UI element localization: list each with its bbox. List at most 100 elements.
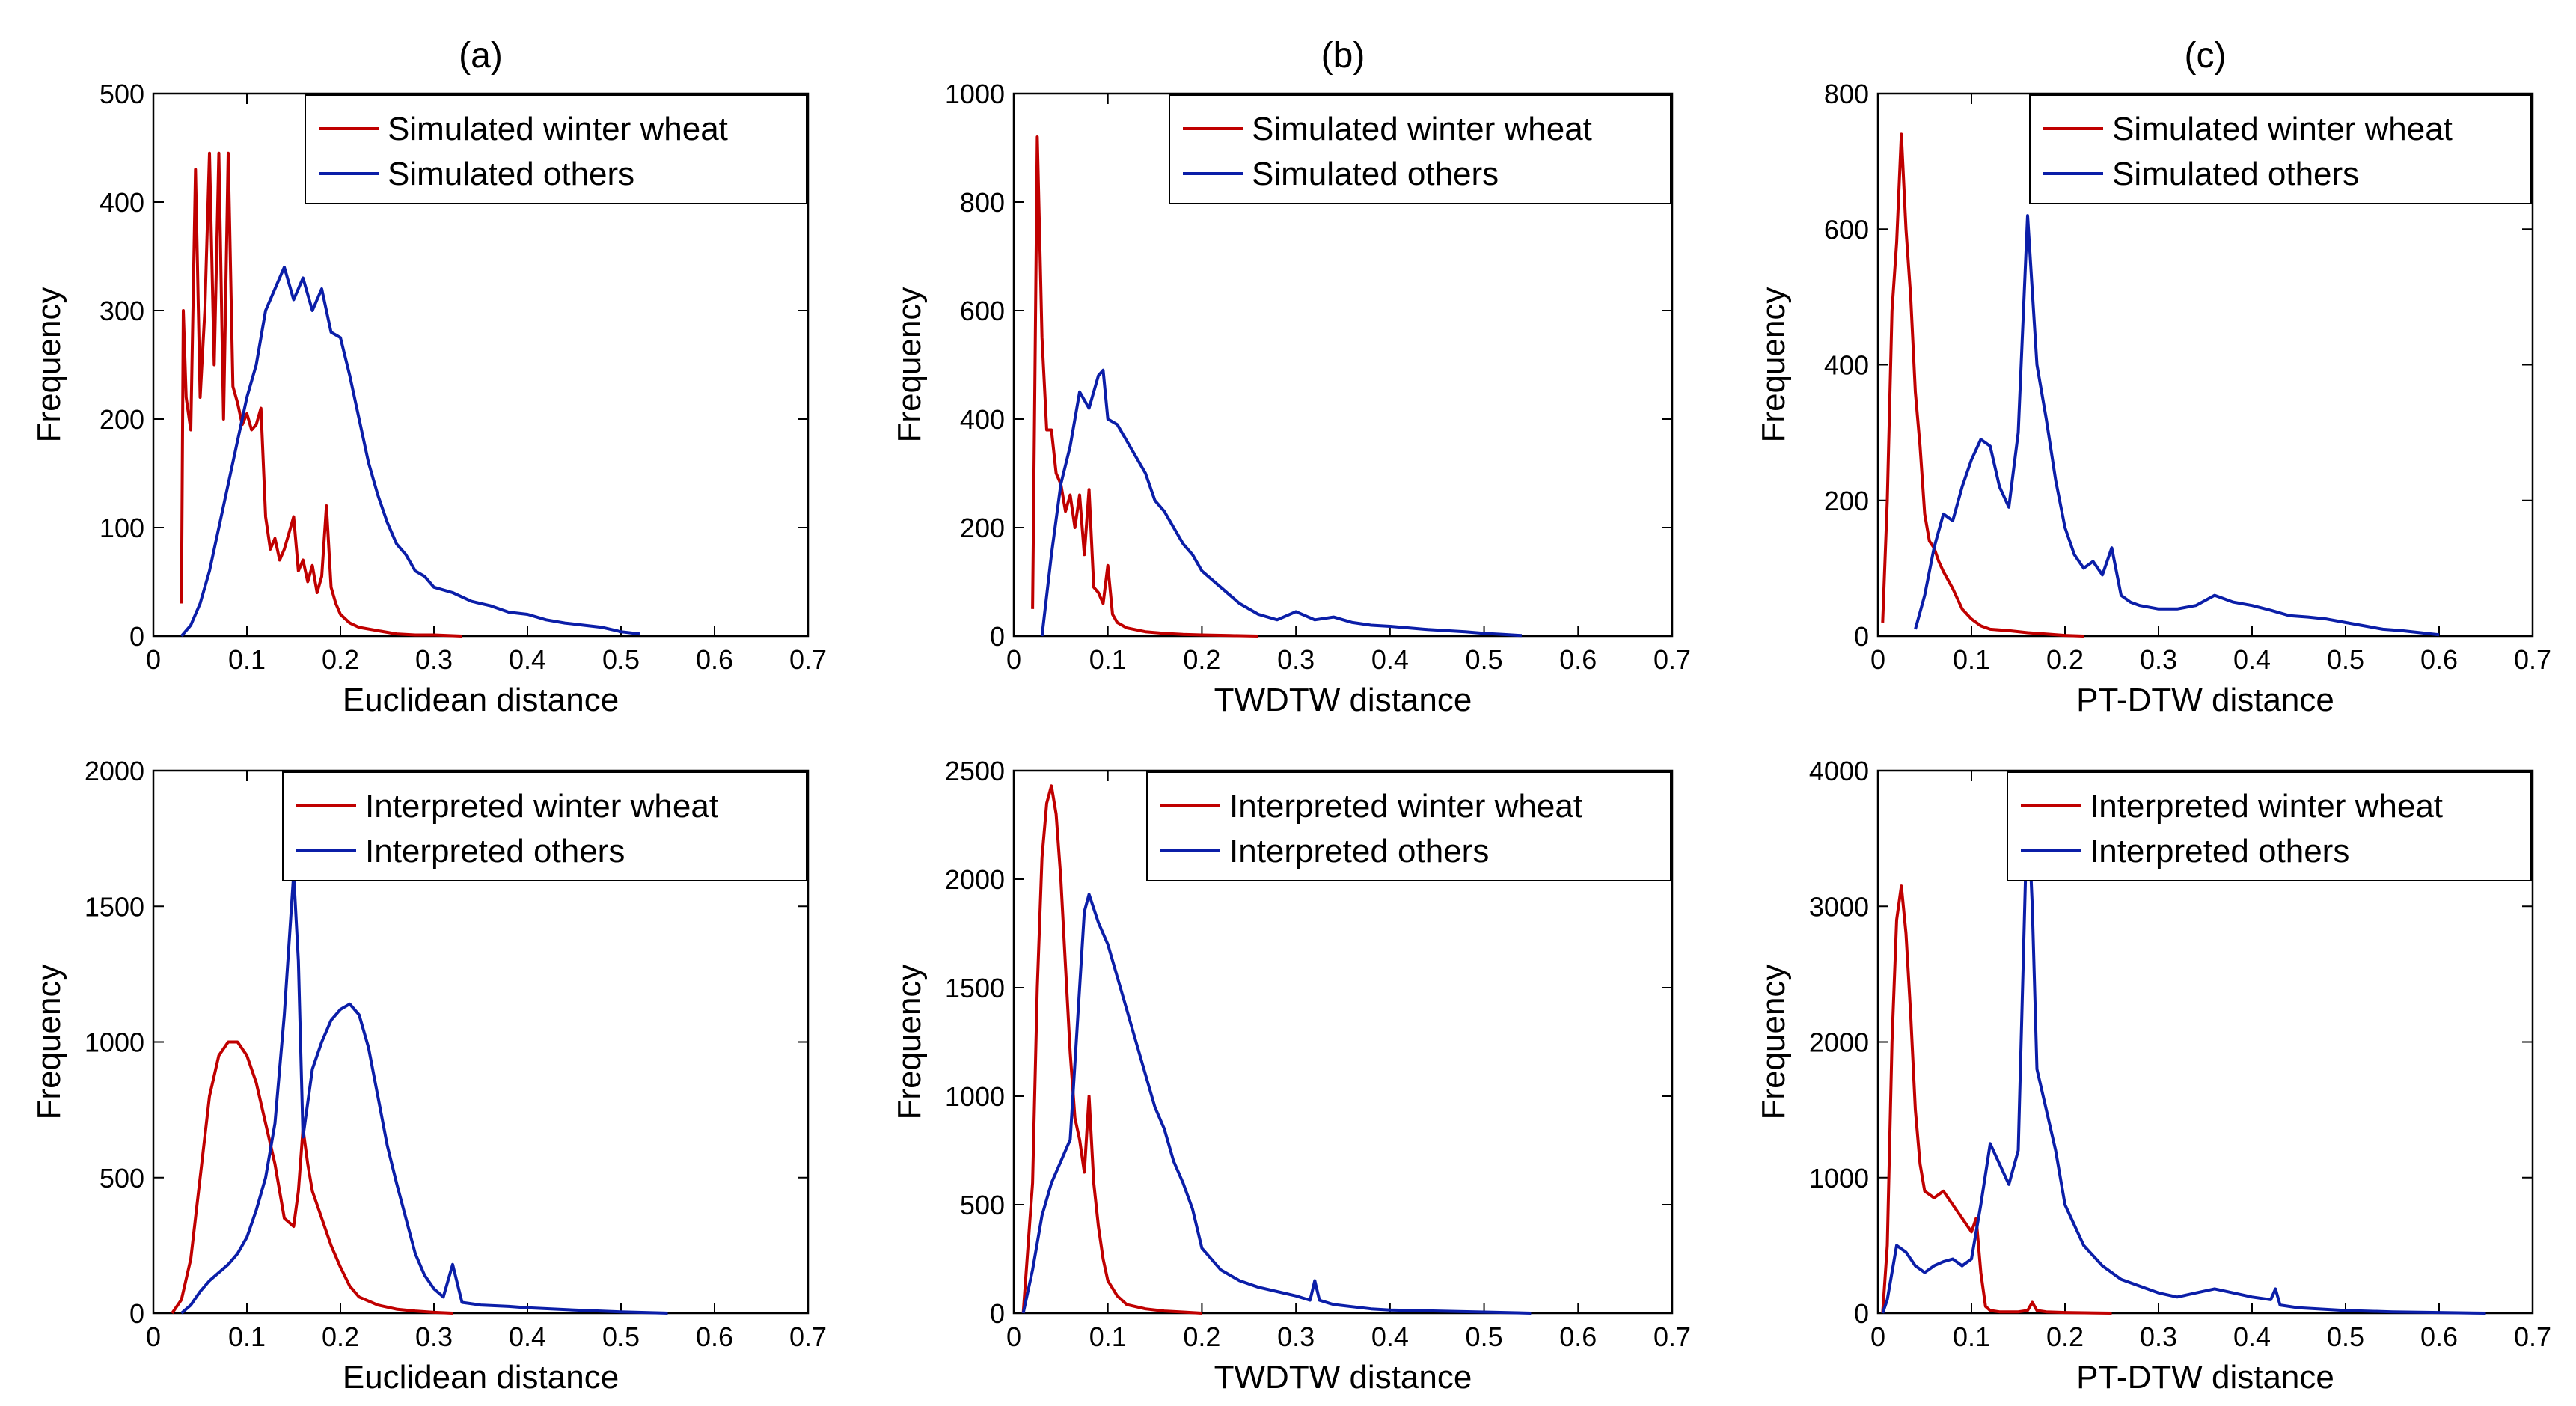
y-tick-label: 200: [1824, 486, 1869, 516]
series-line-others: [1040, 368, 1523, 638]
y-tick-label: 0: [1854, 621, 1869, 652]
y-tick-label: 400: [960, 404, 1005, 435]
x-tick-label: 0: [1006, 1321, 1021, 1352]
y-tick-label: 0: [129, 1298, 144, 1329]
axes-box: [152, 92, 810, 638]
x-tick-label: 0.6: [2420, 644, 2458, 675]
x-tick-label: 0.4: [1371, 1321, 1409, 1352]
legend: Simulated winter wheat Simulated others: [305, 94, 807, 204]
x-axis-label: TWDTW distance: [1214, 682, 1472, 718]
legend-label: Interpreted others: [365, 833, 625, 869]
y-tick-label: 2500: [945, 756, 1005, 786]
y-tick-label: 800: [960, 187, 1005, 218]
legend-label: Interpreted winter wheat: [2090, 788, 2443, 825]
x-axis-label: PT-DTW distance: [2076, 1359, 2334, 1396]
x-tick-label: 0.6: [1559, 644, 1597, 675]
x-tick-label: 0.4: [2233, 644, 2271, 675]
y-tick-label: 1000: [85, 1027, 144, 1058]
y-tick-label: 1000: [945, 1081, 1005, 1112]
x-tick-label: 0.3: [2140, 1321, 2177, 1352]
legend-box: [2007, 771, 2532, 881]
series-line-others: [1021, 893, 1532, 1315]
chart-panel-3: 0 0.1 0.2 0.3 0.4 0.5 0.6 0.7 0 200 400 600 800 PT-DT…: [1755, 36, 2551, 718]
y-axis-label: Frequency: [1755, 965, 1792, 1120]
x-tick-label: 0.2: [322, 1321, 359, 1352]
legend-box: [1146, 771, 1671, 881]
x-tick-label: 0.7: [2514, 1321, 2551, 1352]
y-tick-label: 200: [960, 513, 1005, 543]
y-tick-label: 300: [100, 296, 144, 326]
y-tick-label: 0: [129, 621, 144, 652]
x-tick-label: 0.3: [1277, 644, 1315, 675]
series-line-winter-wheat: [1881, 884, 2112, 1315]
x-tick-label: 0.7: [1653, 644, 1691, 675]
y-tick-label: 500: [100, 1163, 144, 1193]
legend-box: [2029, 94, 2532, 204]
legend-box: [282, 771, 807, 881]
series-line-others: [180, 266, 640, 638]
x-tick-label: 0: [1006, 644, 1021, 675]
x-tick-label: 0.7: [789, 644, 827, 675]
x-tick-label: 0.3: [415, 644, 453, 675]
legend-label: Interpreted winter wheat: [1229, 788, 1582, 825]
series-line-winter-wheat: [171, 1040, 453, 1315]
x-tick-label: 0.1: [228, 644, 266, 675]
legend: Interpreted winter wheat Interpreted othe…: [282, 771, 807, 881]
legend-label: Simulated others: [1252, 156, 1499, 192]
x-tick-label: 0.4: [509, 1321, 546, 1352]
y-tick-label: 400: [1824, 350, 1869, 381]
x-tick-label: 0.1: [1953, 1321, 1990, 1352]
x-tick-label: 0.5: [1466, 1321, 1503, 1352]
legend-label: Interpreted winter wheat: [365, 788, 718, 825]
y-tick-label: 0: [1854, 1298, 1869, 1329]
x-tick-label: 0.2: [1183, 1321, 1220, 1352]
x-tick-label: 0.4: [509, 644, 546, 675]
x-tick-label: 0.1: [1089, 644, 1127, 675]
chart-panel-5: 0 0.1 0.2 0.3 0.4 0.5 0.6 0.7 0 500 1000 1500 2000 25…: [891, 756, 1691, 1396]
y-tick-label: 600: [1824, 214, 1869, 245]
x-tick-label: 0.2: [1183, 644, 1220, 675]
x-tick-label: 0: [146, 1321, 161, 1352]
x-tick-label: 0.5: [2327, 1321, 2364, 1352]
x-tick-label: 0.7: [2514, 644, 2551, 675]
chart-panel-2: 0 0.1 0.2 0.3 0.4 0.5 0.6 0.7 0 200 400 600 800 1000 T…: [891, 36, 1691, 718]
x-axis-label: TWDTW distance: [1214, 1359, 1472, 1396]
x-tick-label: 0.1: [1089, 1321, 1127, 1352]
legend: Interpreted winter wheat Interpreted othe…: [1146, 771, 1671, 881]
x-tick-label: 0.5: [602, 644, 640, 675]
legend: Simulated winter wheat Simulated others: [2029, 94, 2532, 204]
y-axis-label: Frequency: [891, 287, 928, 443]
x-tick-label: 0: [146, 644, 161, 675]
y-axis-label: Frequency: [31, 287, 67, 443]
series-line-winter-wheat: [1021, 784, 1202, 1315]
y-tick-label: 1500: [85, 891, 144, 922]
x-tick-label: 0.1: [228, 1321, 266, 1352]
x-axis-label: PT-DTW distance: [2076, 682, 2334, 718]
x-axis-label: Euclidean distance: [343, 1359, 619, 1396]
x-tick-label: 0.3: [1277, 1321, 1315, 1352]
x-tick-label: 0.6: [1559, 1321, 1597, 1352]
y-tick-label: 600: [960, 296, 1005, 326]
series-line-others: [1914, 214, 2440, 637]
chart-panel-1: 0 0.1 0.2 0.3 0.4 0.5 0.6 0.7 0 100 200 300 400 500 Eu…: [31, 36, 827, 718]
x-tick-label: 0.2: [322, 644, 359, 675]
x-tick-label: 0.5: [1466, 644, 1503, 675]
y-tick-label: 0: [990, 1298, 1005, 1329]
y-tick-label: 1500: [945, 973, 1005, 1003]
legend-label: Simulated winter wheat: [388, 111, 728, 147]
legend-box: [1169, 94, 1671, 204]
x-tick-label: 0.6: [696, 644, 733, 675]
x-axis-label: Euclidean distance: [343, 682, 619, 718]
x-tick-label: 0.2: [2046, 644, 2084, 675]
legend-label: Simulated winter wheat: [1252, 111, 1592, 147]
chart-panel-4: 0 0.1 0.2 0.3 0.4 0.5 0.6 0.7 0 500 1000 1500 2000 Eu…: [31, 756, 827, 1396]
x-tick-label: 0.7: [789, 1321, 827, 1352]
y-tick-label: 500: [960, 1190, 1005, 1220]
x-tick-label: 0.3: [2140, 644, 2177, 675]
x-tick-label: 0: [1870, 1321, 1885, 1352]
y-tick-label: 400: [100, 187, 144, 218]
y-tick-label: 0: [990, 621, 1005, 652]
y-tick-label: 200: [100, 404, 144, 435]
x-tick-label: 0.3: [415, 1321, 453, 1352]
